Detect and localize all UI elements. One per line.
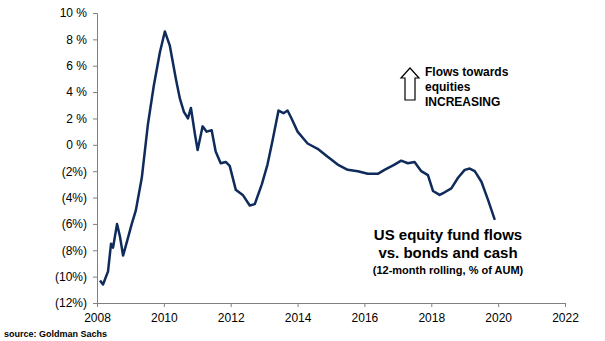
- tick-label: 6 %: [66, 59, 87, 73]
- tick: (8%): [62, 244, 97, 258]
- tick: 8 %: [66, 33, 97, 47]
- tick-label: 2020: [485, 311, 512, 325]
- tick-mark: [164, 303, 165, 307]
- tick-mark: [93, 66, 97, 67]
- title: vs. bonds and cash: [378, 244, 517, 261]
- tick-label: (12%): [55, 296, 87, 310]
- tick-mark: [93, 92, 97, 93]
- subtitle: (12-month rolling, % of AUM): [373, 264, 524, 276]
- source: source: Goldman Sachs: [4, 329, 107, 339]
- tick-label: 10 %: [60, 6, 88, 20]
- tick-mark: [364, 303, 365, 307]
- tick-mark: [93, 250, 97, 251]
- tick: 6 %: [66, 59, 97, 73]
- tick: 2016: [352, 303, 379, 325]
- tick-label: 8 %: [66, 33, 87, 47]
- tick-label: 2 %: [66, 112, 87, 126]
- tick-label: (10%): [55, 270, 87, 284]
- tick-label: 2014: [285, 311, 312, 325]
- title: US equity fund flows: [374, 226, 522, 243]
- tick-mark: [93, 145, 97, 146]
- tick-label: 2012: [218, 311, 245, 325]
- tick-mark: [93, 303, 97, 304]
- texts: Flows towardsequitiesINCREASING US equity…: [4, 65, 524, 339]
- tick-mark: [93, 39, 97, 40]
- tick: (12%): [55, 296, 97, 310]
- tick: 2 %: [66, 112, 97, 126]
- tick-label: 2018: [418, 311, 445, 325]
- tick-mark: [93, 118, 97, 119]
- tick: 2008: [84, 303, 111, 325]
- tick: 10 %: [60, 6, 97, 20]
- tick: 2018: [418, 303, 445, 325]
- tick: (10%): [55, 270, 97, 284]
- axis-line: [98, 304, 566, 308]
- tick: 0 %: [66, 138, 97, 152]
- tick: (2%): [62, 165, 97, 179]
- tick-mark: [298, 303, 299, 307]
- tick: 2022: [552, 303, 579, 325]
- tick-label: 2010: [151, 311, 178, 325]
- annotation: equities: [425, 80, 471, 94]
- tick-label: (2%): [62, 165, 87, 179]
- tick: (4%): [62, 191, 97, 205]
- tick-label: (6%): [62, 217, 87, 231]
- tick-mark: [231, 303, 232, 307]
- annotation: Flows towards: [425, 65, 509, 79]
- tick-label: 2008: [84, 311, 111, 325]
- tick-mark: [93, 277, 97, 278]
- tick-mark: [565, 303, 566, 307]
- arrow: [401, 68, 419, 100]
- y-axis: (12%) (10%) (8%) (6%) (4%) (2%) 0 % 2 % 4 % 6 % 8 …: [55, 6, 98, 310]
- tick-label: 4 %: [66, 85, 87, 99]
- tick-label: 2022: [552, 311, 579, 325]
- tick: 2020: [485, 303, 512, 325]
- axis-line: [93, 14, 98, 304]
- tick-label: 2016: [352, 311, 379, 325]
- annotation: INCREASING: [425, 95, 500, 109]
- tick-mark: [93, 13, 97, 14]
- tick-mark: [498, 303, 499, 307]
- x-axis: 2008 2010 2012 2014 2016 2018 2020 2022: [84, 303, 579, 325]
- tick-label: (8%): [62, 244, 87, 258]
- tick: 2012: [218, 303, 245, 325]
- tick-mark: [97, 303, 98, 307]
- tick-mark: [93, 198, 97, 199]
- tick-label: (4%): [62, 191, 87, 205]
- tick-mark: [431, 303, 432, 307]
- tick-label: 0 %: [66, 138, 87, 152]
- tick: 2014: [285, 303, 312, 325]
- tick: (6%): [62, 217, 97, 231]
- tick: 4 %: [66, 85, 97, 99]
- tick: 2010: [151, 303, 178, 325]
- tick-mark: [93, 224, 97, 225]
- chart: (12%) (10%) (8%) (6%) (4%) (2%) 0 % 2 % 4 % 6 % 8 …: [0, 0, 605, 341]
- tick-mark: [93, 171, 97, 172]
